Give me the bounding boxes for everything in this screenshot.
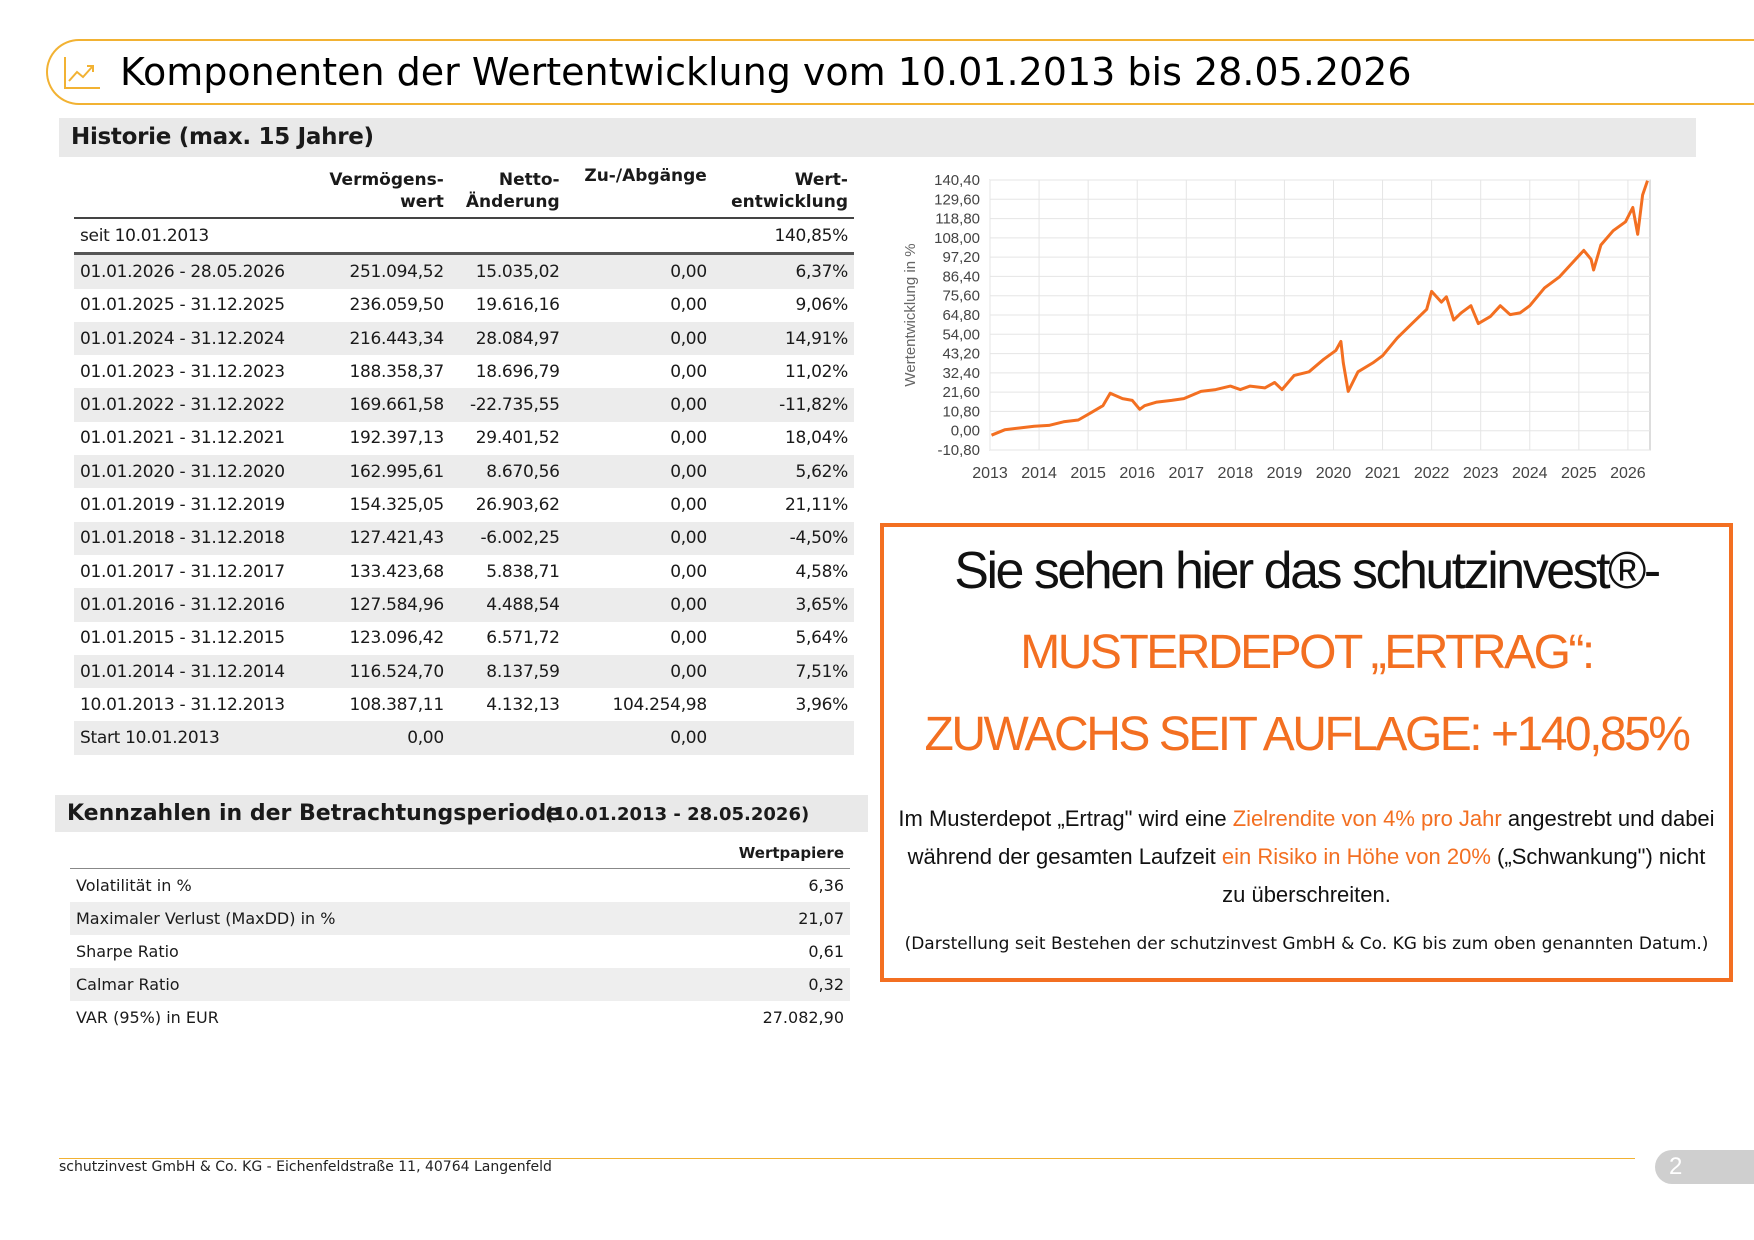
- y-tick-label: 140,40: [934, 172, 980, 189]
- history-section-bar: Historie (max. 15 Jahre): [59, 118, 1696, 157]
- performance-line-chart: 140,40 129,60 118,80 108,00 97,20 86,40 75,60 6…: [902, 172, 1651, 482]
- table-row: 01.01.2020 - 31.12.2020 162.995,61 8.670,5…: [74, 455, 854, 489]
- col-header-zu-abgaenge: Zu-/Abgänge: [565, 163, 713, 219]
- x-tick-label: 2016: [1119, 465, 1155, 482]
- musterdepot-info-box: Sie sehen hier das schutzinvest®- MUSTER…: [880, 523, 1733, 982]
- table-row: 01.01.2022 - 31.12.2022 169.661,58 -22.735…: [74, 388, 854, 422]
- table-row: 01.01.2017 - 31.12.2017 133.423,68 5.838,7…: [80, 561, 848, 582]
- x-tick-label: 2026: [1610, 465, 1646, 482]
- y-axis-label: Wertentwicklung in %: [902, 243, 919, 386]
- table-row: 01.01.2015 - 31.12.2015 123.096,42 6.571,7…: [80, 628, 848, 649]
- table-row: 01.01.2025 - 31.12.2025 236.059,50 19.616,…: [80, 295, 848, 316]
- col-header-netto-aenderung: Netto- Änderung: [449, 163, 566, 219]
- y-tick-label: 108,00: [934, 230, 980, 247]
- history-section-title: Historie (max. 15 Jahre): [71, 124, 374, 150]
- y-tick-label: 129,60: [934, 191, 980, 208]
- table-row: 01.01.2023 - 31.12.2023 188.358,37 18.696,…: [80, 361, 848, 382]
- x-tick-label: 2020: [1316, 465, 1352, 482]
- x-tick-label: 2015: [1070, 465, 1106, 482]
- page-title: Komponenten der Wertentwicklung vom 10.0…: [120, 50, 1412, 94]
- y-tick-label: 86,40: [942, 268, 980, 285]
- y-tick-label: 43,20: [942, 346, 980, 363]
- x-tick-label: 2022: [1414, 465, 1450, 482]
- footer-address: schutzinvest GmbH & Co. KG - Eichenfelds…: [59, 1159, 552, 1175]
- y-tick-label: 64,80: [942, 307, 980, 324]
- table-row: Start 10.01.2013 0,00 0,00: [74, 721, 854, 755]
- col-header-wertentwicklung: Wert-entwicklung: [712, 163, 854, 219]
- table-row: 01.01.2019 - 31.12.2019 154.325,05 26.903,…: [80, 495, 848, 516]
- x-tick-label: 2013: [972, 465, 1008, 482]
- kennzahlen-period: (10.01.2013 - 28.05.2026): [545, 804, 810, 825]
- col-header-vermoegenswert: Vermögens-wert: [311, 163, 450, 219]
- y-tick-label: 32,40: [942, 365, 980, 382]
- x-tick-label: 2025: [1561, 465, 1597, 482]
- promo-description: Im Musterdepot „Ertrag" wird eine Zielre…: [898, 806, 1715, 907]
- table-row: 01.01.2026 - 28.05.2026 251.094,52 15.035,…: [74, 253, 854, 289]
- table-row: 01.01.2014 - 31.12.2014 116.524,70 8.137,5…: [74, 654, 854, 689]
- page-number: 2: [1655, 1150, 1754, 1184]
- col-header-period: [74, 163, 312, 219]
- promo-depot-name: MUSTERDEPOT „ERTRAG“:: [1020, 626, 1595, 679]
- table-row-since: seit 10.01.2013 140,85%: [74, 218, 854, 256]
- series-line: [990, 180, 1649, 437]
- y-tick-label: 75,60: [942, 288, 980, 305]
- table-row: 10.01.2013 - 31.12.2013 108.387,11 4.132,1…: [80, 694, 848, 715]
- kennzahl-row: Maximaler Verlust (MaxDD) in % 21,07: [70, 902, 850, 935]
- kennzahl-row: Calmar Ratio 0,32: [70, 968, 850, 1001]
- kennzahlen-col-label: [70, 838, 615, 869]
- x-tick-label: 2014: [1021, 465, 1057, 482]
- table-row: 01.01.2018 - 31.12.2018 127.421,43 -6.002,…: [74, 521, 854, 555]
- kennzahlen-section-bar: Kennzahlen in der Betrachtungsperiode (1…: [55, 795, 868, 832]
- y-tick-label: 10,80: [942, 403, 980, 420]
- line-chart-icon: [64, 57, 100, 89]
- history-table: Vermögens-wert Netto- Änderung Zu-/Abgäng…: [74, 163, 854, 755]
- kennzahl-row: Volatilität in % 6,36: [76, 876, 844, 895]
- y-tick-label: 0,00: [951, 423, 980, 440]
- y-tick-label: 54,00: [942, 326, 980, 343]
- table-row: 01.01.2021 - 31.12.2021 192.397,13 29.401,…: [80, 428, 848, 449]
- x-tick-label: 2023: [1463, 465, 1499, 482]
- x-tick-label: 2024: [1512, 465, 1548, 482]
- y-tick-label: 21,60: [942, 384, 980, 401]
- kennzahlen-col-wertpapiere: Wertpapiere: [614, 838, 850, 869]
- promo-headline: Sie sehen hier das schutzinvest®-: [954, 542, 1661, 600]
- kennzahl-row: Sharpe Ratio 0,61: [76, 942, 844, 961]
- promo-footnote: (Darstellung seit Bestehen der schutzinv…: [904, 934, 1709, 954]
- table-row: 01.01.2016 - 31.12.2016 127.584,96 4.488,5…: [74, 588, 854, 622]
- table-row: 01.01.2024 - 31.12.2024 216.443,34 28.084,…: [74, 321, 854, 356]
- x-tick-label: 2018: [1218, 465, 1254, 482]
- x-tick-label: 2017: [1168, 465, 1204, 482]
- page-header: Komponenten der Wertentwicklung vom 10.0…: [46, 39, 1754, 105]
- x-tick-label: 2021: [1365, 465, 1401, 482]
- x-tick-label: 2019: [1267, 465, 1303, 482]
- y-tick-label: 97,20: [942, 249, 980, 266]
- kennzahlen-title: Kennzahlen in der Betrachtungsperiode: [67, 801, 562, 826]
- y-tick-label: 118,80: [935, 211, 980, 228]
- kennzahl-row: VAR (95%) in EUR 27.082,90: [76, 1008, 844, 1027]
- kennzahlen-table: Wertpapiere Volatilität in % 6,36 Maximale…: [70, 838, 850, 1034]
- promo-growth: ZUWACHS SEIT AUFLAGE: +140,85%: [924, 708, 1691, 761]
- footer-divider: [59, 1158, 1635, 1159]
- y-tick-label: -10,80: [937, 442, 980, 459]
